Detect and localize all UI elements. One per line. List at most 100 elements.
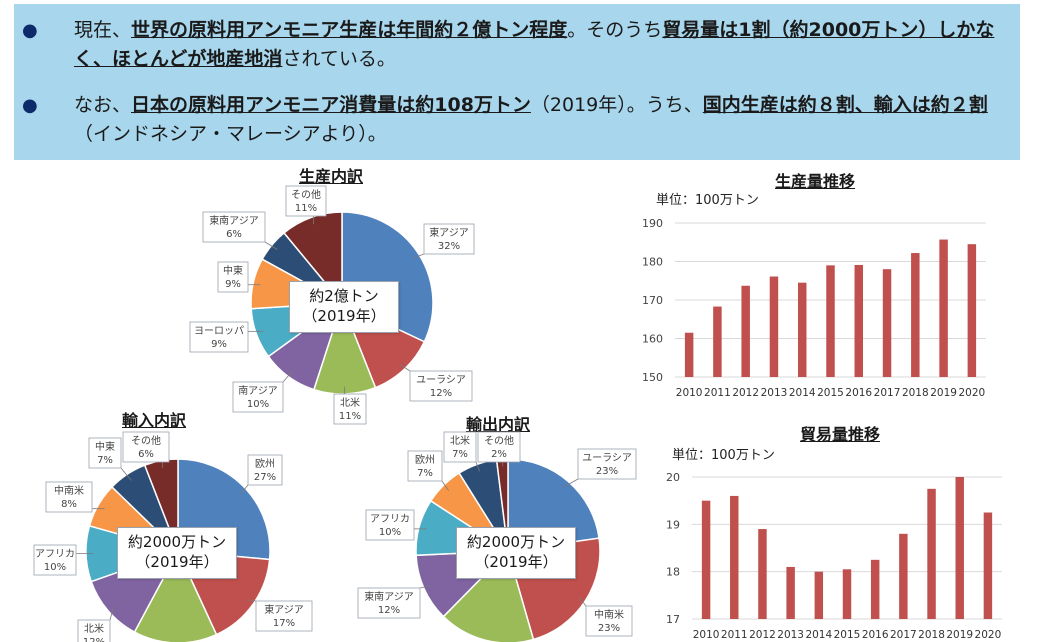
production-trend-xtick-2020: 2020 <box>958 387 985 399</box>
import-pct-4: 10% <box>44 562 66 573</box>
import-pie-title: 輸入内訳 <box>122 411 187 430</box>
production-trend-ytick-2: 170 <box>642 294 663 307</box>
b2-b2: 国内生産は約８割、輸入は約２割 <box>702 94 988 116</box>
production-slices: 東アジア 32% ユーラシア 12% 北米 11% 南アジア 10% ヨーロッパ 9% 中東 9% 東南… <box>189 185 475 425</box>
b1-b2: 貿易量は1割（約2000万トン）しかなく、ほとんどが地産地消 <box>74 19 995 70</box>
import-label-5: 中南米 <box>54 484 84 497</box>
export-label-box-4 <box>365 509 415 541</box>
production-label-box-7 <box>285 185 327 217</box>
trade-trend-ytick-3: 20 <box>666 471 680 484</box>
export-leader-6 <box>475 461 480 472</box>
import-total: 約2000万トン <box>127 533 227 551</box>
b1-b1: 世界の原料用アンモニア生産は年間約２億トン程度 <box>131 19 568 41</box>
export-label-box-5 <box>407 450 443 482</box>
production-trend-xtick-2018: 2018 <box>902 387 929 399</box>
production-pct-7: 11% <box>295 203 317 214</box>
trade-trend-bar-2012 <box>758 529 767 619</box>
production-label-1: ユーラシア <box>416 374 466 386</box>
trade-trend-ytick-1: 18 <box>666 566 680 579</box>
production-trend-ytick-0: 150 <box>642 371 663 384</box>
production-trend-xtick-2012: 2012 <box>732 387 759 399</box>
production-label-box-5 <box>217 261 249 293</box>
production-pct-5: 9% <box>225 279 241 290</box>
production-trend-bar-2011 <box>713 306 722 377</box>
import-label-box-5 <box>45 481 93 513</box>
export-label-box-7 <box>477 431 521 463</box>
production-pie-title: 生産内訳 <box>299 167 364 186</box>
import-slice-2 <box>133 549 218 642</box>
export-pct-0: 23% <box>596 466 618 477</box>
import-pct-1: 17% <box>273 618 295 629</box>
trade-trend-unit: 単位：100万トン <box>672 448 775 463</box>
import-pct-3: 12% <box>83 637 105 642</box>
import-label-7: その他 <box>131 434 161 447</box>
export-label-7: その他 <box>484 434 514 447</box>
trade-trend-bar-2020 <box>983 512 993 619</box>
summary-banner <box>14 4 1020 160</box>
trade-trend-bar-2013 <box>786 566 795 619</box>
import-label-box-0 <box>247 454 283 486</box>
import-pct-0: 27% <box>254 472 276 483</box>
production-trend-xtick-2014: 2014 <box>789 387 816 399</box>
import-leader-6 <box>120 467 132 481</box>
trade-trend-bar-2019 <box>955 477 964 619</box>
production-trend-xtick-2013: 2013 <box>761 387 788 399</box>
production-label-box-4 <box>189 321 249 353</box>
export-label-box-3 <box>357 587 421 619</box>
production-label-0: 東アジア <box>429 226 469 239</box>
export-pct-3: 12% <box>378 605 400 616</box>
production-trend-bar-2016 <box>854 264 864 377</box>
export-label-0: ユーラシア <box>582 452 632 464</box>
trade-trend-xtick-2010: 2010 <box>693 629 720 641</box>
b2-t1: なお、 <box>74 94 132 116</box>
trade-trend-xtick-2017: 2017 <box>890 629 917 641</box>
trade-trend-xtick-2018: 2018 <box>918 629 945 641</box>
export-label-box-0 <box>577 448 637 480</box>
production-trend-ytick-1: 160 <box>642 333 663 346</box>
trade-trend-bar-2017 <box>899 533 908 619</box>
b1-t2: 。そのうち <box>567 19 663 41</box>
production-label-5: 中東 <box>223 264 243 277</box>
export-pie-center-label: 約2000万トン （2019年） <box>456 527 576 579</box>
trade-trend-bar-2014 <box>814 571 824 619</box>
export-label-3: 東南アジア <box>364 590 414 603</box>
trade-trend-ytick-0: 17 <box>666 613 680 626</box>
trade-trend-xtick-2019: 2019 <box>946 629 973 641</box>
production-trend-xtick-2017: 2017 <box>874 387 901 399</box>
production-leader-1 <box>399 363 411 372</box>
production-trend-bar-2012 <box>741 285 750 377</box>
production-pct-3: 10% <box>247 399 269 410</box>
export-label-6: 北米 <box>450 434 470 447</box>
production-leader-0 <box>412 253 425 259</box>
import-label-4: アフリカ <box>35 548 75 560</box>
production-label-box-3 <box>232 381 284 413</box>
trade-trend-xtick-2020: 2020 <box>975 629 1002 641</box>
production-label-4: ヨーロッパ <box>194 325 244 337</box>
production-total: 約2億トン <box>309 287 379 305</box>
import-label-box-6 <box>88 437 122 469</box>
import-label-box-3 <box>77 619 111 642</box>
export-leader-3 <box>419 585 431 589</box>
production-trend-xtick-2011: 2011 <box>704 387 731 399</box>
trade-trend-bar-2016 <box>870 559 880 619</box>
export-label-box-1 <box>585 605 633 637</box>
production-trend-ytick-3: 180 <box>642 256 663 269</box>
b1-t1: 現在、 <box>74 19 132 41</box>
trade-trend-xtick-2011: 2011 <box>721 629 748 641</box>
trade-trend-ytick-2: 19 <box>666 518 680 531</box>
production-label-6: 東南アジア <box>209 214 259 227</box>
import-label-1: 東アジア <box>264 603 304 616</box>
production-trend-ytick-4: 190 <box>642 217 663 230</box>
production-pct-4: 9% <box>211 339 227 350</box>
import-label-box-4 <box>33 544 77 576</box>
export-year: （2019年） <box>474 553 558 571</box>
trade-trend-bar-2018 <box>927 488 936 619</box>
production-trend-xtick-2015: 2015 <box>817 387 844 399</box>
import-leader-1 <box>247 599 257 602</box>
production-trend-bar-2015 <box>826 265 835 377</box>
import-label-6: 中東 <box>95 440 115 453</box>
b1-t3: されている。 <box>282 48 396 70</box>
trade-trend-xtick-2015: 2015 <box>834 629 861 641</box>
production-trend-bar-2018 <box>911 253 920 377</box>
